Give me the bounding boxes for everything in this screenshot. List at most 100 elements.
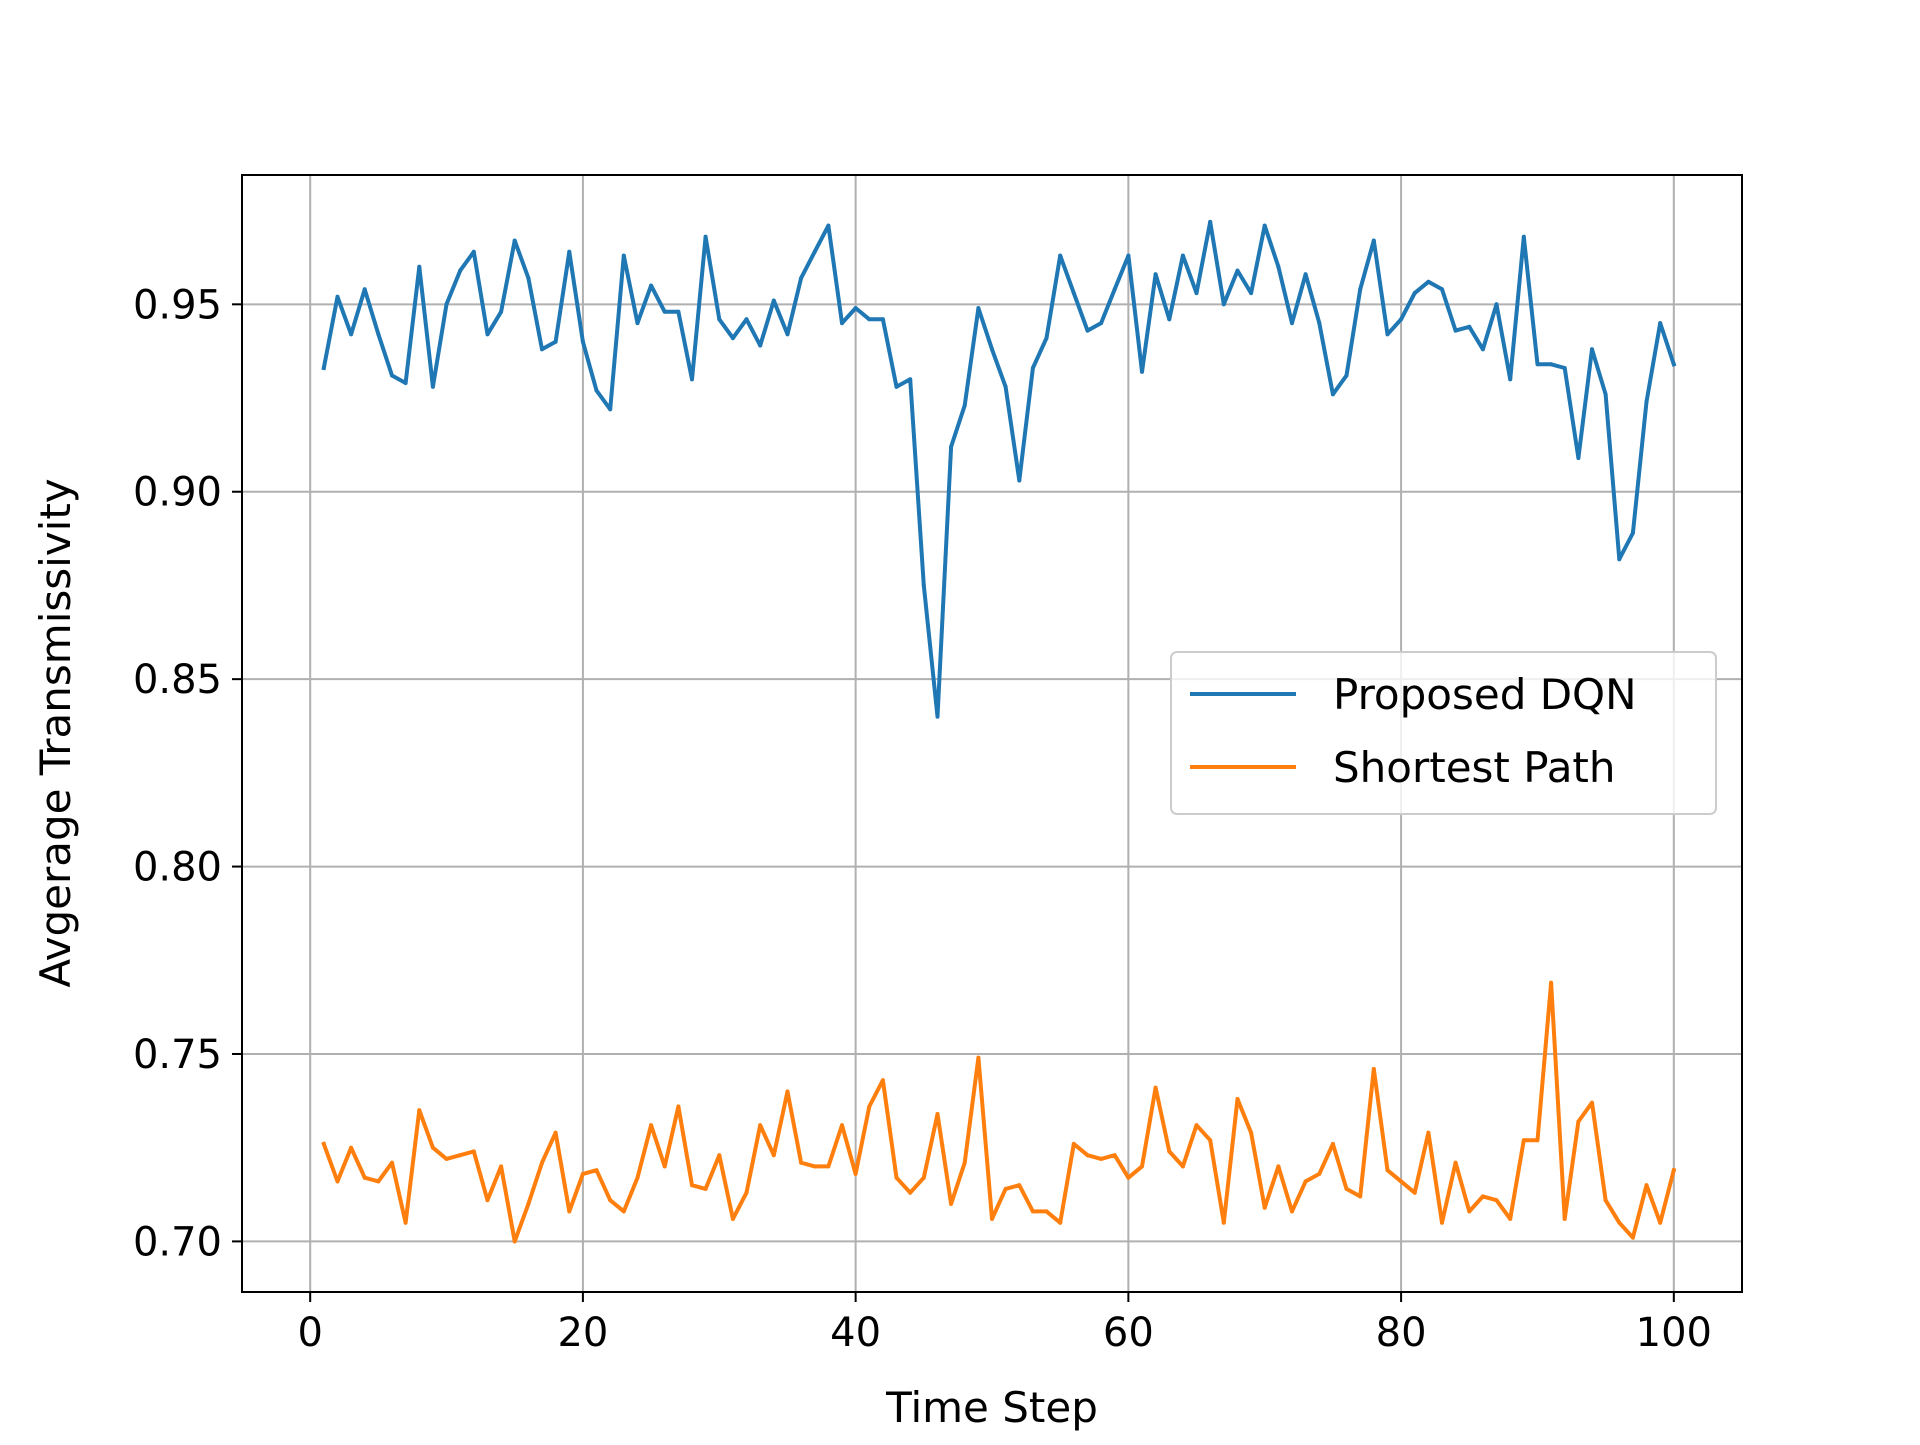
data-point-shortest-path [649, 1123, 654, 1128]
data-point-proposed-dqn [1180, 253, 1185, 258]
data-point-proposed-dqn [908, 377, 913, 382]
data-point-shortest-path [1344, 1186, 1349, 1191]
data-point-proposed-dqn [1508, 377, 1513, 382]
data-point-proposed-dqn [1317, 321, 1322, 326]
data-point-proposed-dqn [1603, 392, 1608, 397]
x-tick-label: 0 [297, 1310, 322, 1356]
data-point-proposed-dqn [1644, 399, 1649, 404]
data-point-proposed-dqn [1058, 253, 1063, 258]
data-point-shortest-path [1099, 1156, 1104, 1161]
data-point-shortest-path [703, 1186, 708, 1191]
data-point-proposed-dqn [376, 332, 381, 337]
data-point-shortest-path [458, 1153, 463, 1158]
data-point-shortest-path [1549, 980, 1554, 985]
data-point-proposed-dqn [1399, 317, 1404, 322]
data-point-proposed-dqn [1617, 557, 1622, 562]
data-point-shortest-path [553, 1130, 558, 1135]
data-point-shortest-path [1399, 1179, 1404, 1184]
data-point-proposed-dqn [949, 444, 954, 449]
data-point-shortest-path [1290, 1209, 1294, 1214]
data-point-proposed-dqn [1549, 362, 1554, 367]
x-tick-label: 60 [1103, 1310, 1154, 1356]
data-point-proposed-dqn [717, 317, 722, 322]
data-point-proposed-dqn [962, 403, 967, 408]
data-point-proposed-dqn [471, 249, 476, 254]
data-point-shortest-path [1330, 1141, 1335, 1146]
data-point-proposed-dqn [744, 317, 749, 322]
data-point-shortest-path [840, 1123, 844, 1128]
data-point-proposed-dqn [1221, 302, 1226, 307]
data-point-proposed-dqn [662, 309, 667, 314]
data-point-proposed-dqn [1494, 302, 1499, 307]
data-point-proposed-dqn [880, 317, 885, 322]
y-axis-label: Avgerage Transmissivity [31, 478, 80, 987]
y-tick-label: 0.75 [133, 1032, 222, 1078]
data-point-proposed-dqn [335, 294, 340, 299]
data-point-proposed-dqn [1535, 362, 1540, 367]
data-point-proposed-dqn [1276, 264, 1281, 269]
ticks: 0 20 40 60 80 100 0.70 0.75 0.80 0.85 0.90 0.95 [133, 282, 1712, 1356]
series-line-shortest-path [321, 980, 1677, 1244]
data-point-proposed-dqn [935, 714, 940, 719]
legend-label-proposed-dqn: Proposed DQN [1333, 670, 1637, 719]
data-point-shortest-path [962, 1160, 967, 1165]
data-point-proposed-dqn [1290, 321, 1294, 326]
data-point-shortest-path [1071, 1141, 1076, 1146]
data-point-shortest-path [1358, 1194, 1363, 1199]
data-point-shortest-path [1508, 1216, 1513, 1221]
data-point-shortest-path [1521, 1138, 1526, 1143]
data-point-proposed-dqn [676, 309, 681, 314]
data-point-shortest-path [1153, 1085, 1158, 1090]
data-point-proposed-dqn [1453, 328, 1458, 333]
data-point-shortest-path [430, 1145, 435, 1150]
data-point-proposed-dqn [1030, 366, 1035, 370]
data-point-proposed-dqn [867, 317, 872, 322]
data-point-shortest-path [1140, 1164, 1144, 1169]
data-point-shortest-path [758, 1123, 763, 1128]
data-point-proposed-dqn [1167, 317, 1172, 322]
series-line-proposed-dqn [321, 219, 1677, 719]
data-point-shortest-path [1630, 1235, 1635, 1240]
data-point-proposed-dqn [1426, 279, 1431, 284]
y-tick-label: 0.90 [133, 470, 222, 516]
data-point-shortest-path [730, 1216, 735, 1221]
data-point-shortest-path [894, 1175, 899, 1180]
data-point-shortest-path [826, 1164, 831, 1169]
data-point-shortest-path [471, 1149, 476, 1154]
data-point-shortest-path [390, 1160, 394, 1165]
x-tick-label: 100 [1636, 1310, 1712, 1356]
data-point-proposed-dqn [1126, 253, 1131, 258]
series-points-shortest-path [321, 980, 1676, 1244]
data-point-proposed-dqn [840, 321, 844, 326]
data-point-shortest-path [1044, 1209, 1049, 1214]
data-point-proposed-dqn [1153, 272, 1158, 277]
data-point-shortest-path [1194, 1123, 1199, 1128]
data-point-shortest-path [812, 1164, 817, 1169]
data-point-proposed-dqn [1671, 362, 1676, 367]
data-point-shortest-path [921, 1175, 926, 1180]
data-point-shortest-path [1658, 1220, 1663, 1225]
data-point-shortest-path [935, 1112, 940, 1116]
data-point-shortest-path [1562, 1216, 1567, 1221]
data-point-shortest-path [1644, 1183, 1649, 1188]
data-point-proposed-dqn [1003, 384, 1008, 389]
data-point-shortest-path [321, 1141, 326, 1146]
data-point-proposed-dqn [1371, 238, 1376, 243]
data-point-shortest-path [1412, 1190, 1417, 1195]
data-point-shortest-path [1671, 1168, 1676, 1173]
data-point-proposed-dqn [1358, 287, 1363, 292]
data-point-shortest-path [744, 1190, 749, 1195]
data-point-proposed-dqn [580, 339, 585, 344]
data-point-proposed-dqn [1630, 531, 1635, 535]
data-point-proposed-dqn [553, 339, 558, 344]
data-point-shortest-path [949, 1201, 954, 1206]
data-point-proposed-dqn [1262, 223, 1267, 228]
legend-label-shortest-path: Shortest Path [1333, 743, 1616, 792]
data-point-shortest-path [1440, 1220, 1444, 1225]
data-point-proposed-dqn [1140, 369, 1144, 374]
data-point-shortest-path [1453, 1160, 1458, 1165]
data-point-shortest-path [1003, 1186, 1008, 1191]
data-point-proposed-dqn [1480, 347, 1485, 352]
data-point-proposed-dqn [1385, 332, 1390, 337]
